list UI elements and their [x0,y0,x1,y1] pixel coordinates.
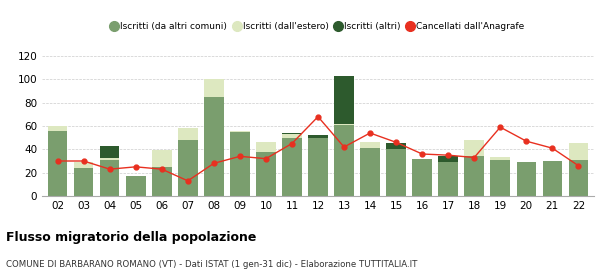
Bar [126,176,146,196]
Bar [361,148,380,196]
Bar [569,143,588,160]
Bar [256,142,275,152]
Bar [256,152,275,196]
Bar [412,159,432,196]
Bar [439,156,458,162]
Bar [282,134,302,138]
Bar [100,146,119,157]
Legend: Iscritti (da altri comuni), Iscritti (dall'estero), Iscritti (altri), Cancellati: Iscritti (da altri comuni), Iscritti (da… [109,18,527,35]
Bar [282,138,302,196]
Bar [152,167,172,196]
Bar [178,140,197,196]
Bar [74,162,94,168]
Bar [48,131,67,196]
Bar [334,124,354,125]
Bar [48,126,67,131]
Bar [100,157,119,160]
Bar [230,132,250,196]
Bar [491,160,510,196]
Text: Flusso migratorio della popolazione: Flusso migratorio della popolazione [6,231,256,244]
Bar [491,157,510,160]
Bar [464,140,484,156]
Bar [464,156,484,196]
Bar [204,79,224,97]
Bar [230,131,250,132]
Bar [308,138,328,196]
Bar [386,143,406,149]
Bar [334,125,354,196]
Text: COMUNE DI BARBARANO ROMANO (VT) - Dati ISTAT (1 gen-31 dic) - Elaborazione TUTTI: COMUNE DI BARBARANO ROMANO (VT) - Dati I… [6,260,418,269]
Bar [308,135,328,138]
Bar [100,160,119,196]
Bar [517,162,536,196]
Bar [74,168,94,196]
Bar [542,161,562,196]
Bar [334,76,354,124]
Bar [282,133,302,134]
Bar [361,142,380,148]
Bar [152,150,172,167]
Bar [204,97,224,196]
Bar [178,128,197,140]
Bar [439,162,458,196]
Bar [386,149,406,196]
Bar [569,160,588,196]
